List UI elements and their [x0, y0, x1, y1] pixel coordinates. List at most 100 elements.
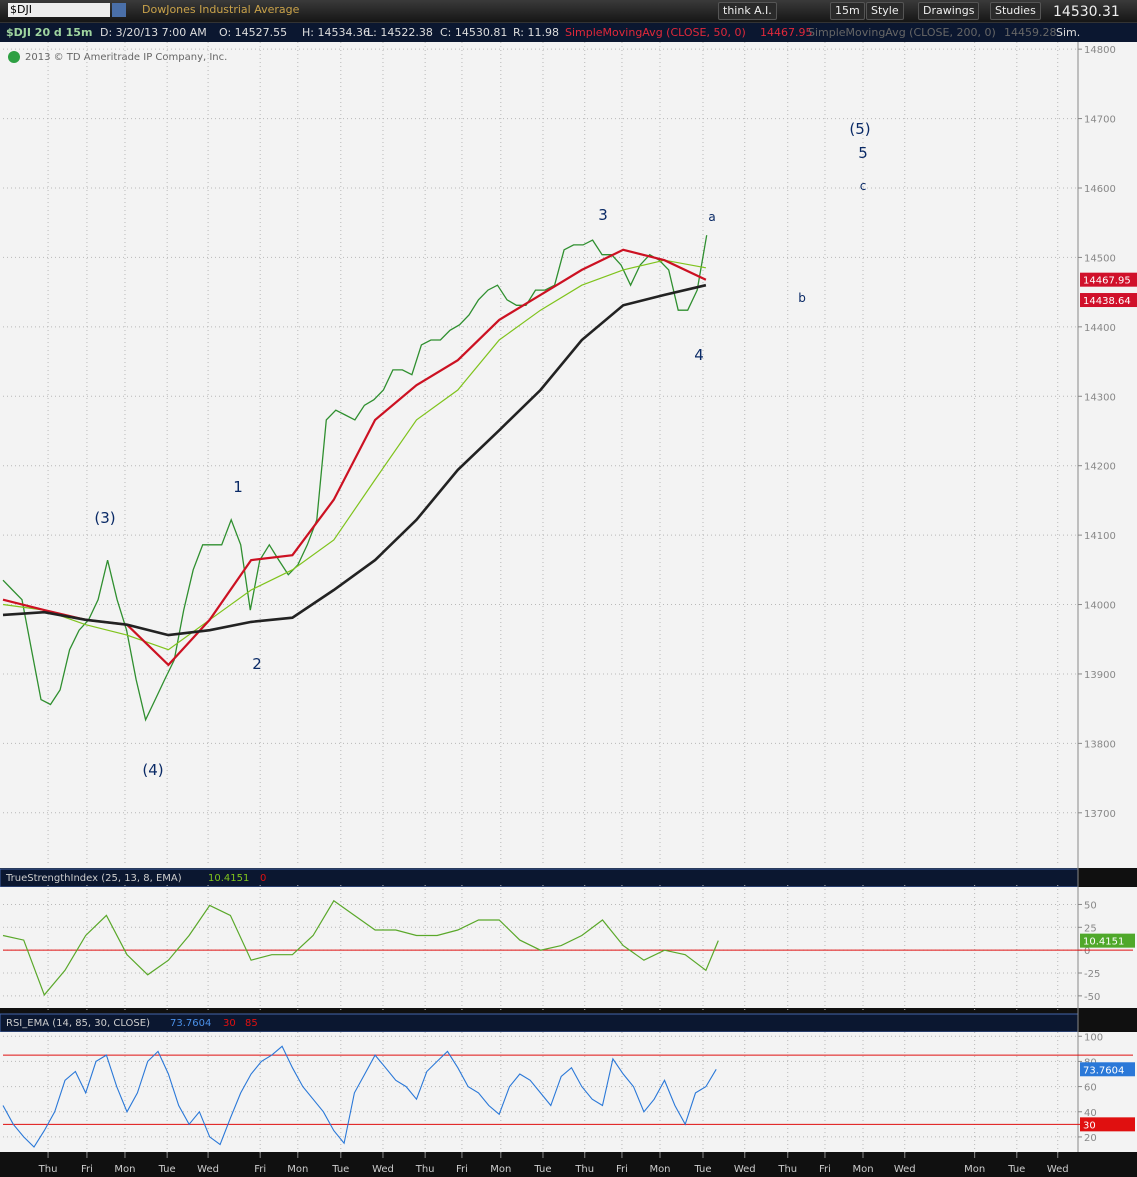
info-bar: $DJI 20 d 15m D: 3/20/13 7:00 AM O: 1452… [0, 22, 1137, 43]
study-value: 14467.95 [760, 26, 813, 39]
tsi-panel-bg [0, 887, 1137, 1008]
wave-label: 2 [252, 655, 262, 673]
y-tick-label: 50 [1084, 900, 1097, 911]
info-range: R: 11.98 [513, 26, 559, 39]
x-tick-label: Wed [197, 1164, 219, 1175]
x-tick-label: Wed [1047, 1164, 1069, 1175]
rsi-value: 73.7604 [170, 1018, 211, 1029]
x-axis-bg [0, 1155, 1137, 1177]
series-line [2, 235, 708, 722]
x-tick-label: Thu [415, 1164, 435, 1175]
x-tick-label: Tue [693, 1164, 711, 1175]
y-tick-label: 0 [1084, 946, 1090, 957]
series-line [2, 899, 719, 997]
x-tick-label: Wed [894, 1164, 916, 1175]
wave-label: b [798, 291, 806, 305]
info-high: H: 14534.36 [302, 26, 370, 39]
rsi-panel-bg [0, 1032, 1137, 1152]
y-tick-label: 14600 [1084, 184, 1116, 195]
style-button[interactable]: Style [866, 2, 904, 20]
copyright: 2013 © TD Ameritrade IP Company, Inc. [25, 52, 227, 63]
wave-label: a [708, 210, 715, 224]
series-line [2, 259, 707, 651]
info-open: O: 14527.55 [219, 26, 288, 39]
studies-button[interactable]: Studies [990, 2, 1041, 20]
x-tick-label: Wed [372, 1164, 394, 1175]
symbol-box[interactable]: $DJI [8, 3, 110, 17]
value-marker [1080, 1117, 1135, 1132]
y-tick-label: -50 [1084, 992, 1100, 1003]
study-label: SimpleMovingAvg (CLOSE, 200, 0) [808, 26, 996, 39]
x-tick-label: Tue [158, 1164, 176, 1175]
value-marker-label: 10.4151 [1083, 937, 1124, 948]
wave-label: (5) [849, 120, 870, 138]
y-tick-label: 14300 [1084, 392, 1116, 403]
x-tick-label: Mon [852, 1164, 873, 1175]
wave-label: 1 [233, 478, 243, 496]
symbol-description: DowJones Industrial Average [142, 3, 300, 16]
x-tick-label: Tue [331, 1164, 349, 1175]
y-tick-label: -25 [1084, 969, 1100, 980]
price-panel-bg [0, 42, 1137, 868]
y-tick-label: 60 [1084, 1083, 1097, 1094]
wave-label: (4) [142, 761, 163, 779]
tsi-value: 10.4151 [208, 873, 249, 884]
y-tick-label: 13900 [1084, 670, 1116, 681]
think-ai-button[interactable]: think A.I. [718, 2, 777, 20]
price-marker-label: 14467.95 [1083, 276, 1131, 287]
info-low: L: 14522.38 [367, 26, 433, 39]
price-marker [1080, 293, 1137, 308]
x-tick-label: Mon [114, 1164, 135, 1175]
x-tick-label: Mon [287, 1164, 308, 1175]
x-tick-label: Mon [649, 1164, 670, 1175]
drawings-button[interactable]: Drawings [918, 2, 980, 20]
x-tick-label: Fri [819, 1164, 831, 1175]
value-marker-label: 73.7604 [1083, 1065, 1124, 1076]
tsi-level: 0 [260, 873, 266, 884]
wave-label: c [860, 179, 867, 193]
wave-label: 4 [694, 346, 704, 364]
tsi-title: TrueStrengthIndex (25, 13, 8, EMA) [5, 873, 182, 884]
y-tick-label: 13800 [1084, 739, 1116, 750]
toolbar: $DJI DowJones Industrial Average think A… [0, 0, 1137, 22]
value-marker [1080, 1062, 1135, 1077]
x-tick-label: Wed [734, 1164, 756, 1175]
price-marker [1080, 272, 1137, 287]
value-marker [1080, 933, 1135, 948]
sim-label: Sim. [1056, 26, 1081, 39]
info-date: D: 3/20/13 7:00 AM [100, 26, 207, 39]
wave-label: (3) [94, 509, 115, 527]
y-tick-label: 14400 [1084, 323, 1116, 334]
study-value: 14459.28 [1004, 26, 1057, 39]
y-tick-label: 40 [1084, 1108, 1097, 1119]
y-tick-label: 100 [1084, 1032, 1103, 1043]
value-marker-label: 30 [1083, 1120, 1096, 1131]
aggregation-button[interactable]: 15m [830, 2, 865, 20]
chart: 2013 © TD Ameritrade IP Company, Inc. Tr… [0, 42, 1137, 1177]
study-label: SimpleMovingAvg (CLOSE, 50, 0) [565, 26, 746, 39]
info-close: C: 14530.81 [440, 26, 508, 39]
symbol-dropdown[interactable] [112, 3, 126, 17]
rsi-level: 30 [223, 1018, 236, 1029]
x-tick-label: Thu [38, 1164, 58, 1175]
rsi-header [0, 1013, 1079, 1033]
info-symbol: $DJI 20 d 15m [6, 26, 93, 39]
x-tick-label: Fri [616, 1164, 628, 1175]
rsi-title: RSI_EMA (14, 85, 30, CLOSE) [6, 1018, 150, 1029]
y-tick-label: 14700 [1084, 115, 1116, 126]
y-tick-label: 13700 [1084, 809, 1116, 820]
rsi-level: 85 [245, 1018, 258, 1029]
x-tick-label: Fri [456, 1164, 468, 1175]
x-tick-label: Mon [490, 1164, 511, 1175]
y-tick-label: 25 [1084, 923, 1097, 934]
series-line [2, 283, 707, 637]
wave-label: 5 [858, 144, 868, 162]
x-tick-label: Thu [574, 1164, 594, 1175]
x-tick-label: Fri [81, 1164, 93, 1175]
series-line [2, 1045, 717, 1148]
x-tick-label: Mon [964, 1164, 985, 1175]
wave-label: 3 [598, 206, 608, 224]
info-icon[interactable] [8, 51, 20, 63]
x-tick-label: Fri [254, 1164, 266, 1175]
